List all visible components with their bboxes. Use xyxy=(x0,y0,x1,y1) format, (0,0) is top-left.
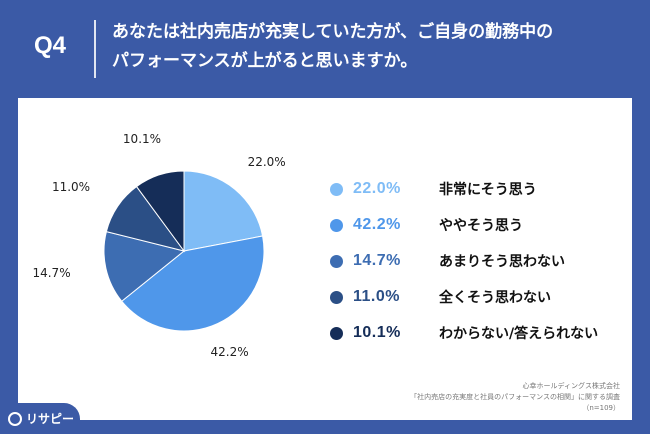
risapy-logo: リサピー xyxy=(0,403,80,434)
legend-item: 14.7% あまりそう思わない xyxy=(330,243,598,279)
question-number: Q4 xyxy=(34,32,67,59)
pie-slice xyxy=(183,170,264,252)
search-icon xyxy=(8,411,22,426)
legend-dot xyxy=(330,218,343,232)
legend: 22.0% 非常にそう思う 42.2% ややそう思う 14.7% あまりそう思わ… xyxy=(330,171,598,351)
header: Q4 あなたは社内売店が充実していた方が、ご自身の勤務中の パフォーマンスが上が… xyxy=(0,0,650,92)
legend-percent: 22.0% xyxy=(353,180,401,197)
slice-label: 42.2% xyxy=(210,345,249,360)
legend-dot xyxy=(330,326,343,340)
legend-item: 22.0% 非常にそう思う xyxy=(330,171,598,207)
question-text: あなたは社内売店が充実していた方が、ご自身の勤務中の パフォーマンスが上がると思… xyxy=(112,18,632,76)
slice-label: 11.0% xyxy=(51,179,91,194)
legend-label: わからない/答えられない xyxy=(439,326,599,342)
slice-label: 22.0% xyxy=(247,155,286,170)
slice-label: 10.1% xyxy=(122,132,162,147)
source-survey: 「社内売店の充実度と社員のパフォーマンスの相関」に関する調査 xyxy=(410,393,620,401)
source-sample-size: （n=109） xyxy=(582,404,620,412)
legend-item: 42.2% ややそう思う xyxy=(330,207,598,243)
question-line-1: あなたは社内売店が充実していた方が、ご自身の勤務中の xyxy=(112,22,554,42)
pie-slice xyxy=(135,170,185,253)
pie-slice xyxy=(103,230,186,302)
legend-dot xyxy=(330,182,343,196)
pie-chart xyxy=(103,170,265,332)
legend-dot xyxy=(330,254,343,268)
logo-text: リサピー xyxy=(26,412,75,426)
header-divider xyxy=(94,20,96,78)
pie-slice xyxy=(121,235,265,332)
legend-percent: 14.7% xyxy=(353,252,401,269)
legend-item: 11.0% 全くそう思わない xyxy=(330,279,598,315)
slice-label: 14.7% xyxy=(32,265,71,280)
legend-percent: 11.0% xyxy=(353,288,400,305)
legend-label: 全くそう思わない xyxy=(439,290,551,306)
legend-dot xyxy=(330,290,343,304)
legend-percent: 42.2% xyxy=(353,216,401,233)
legend-label: ややそう思う xyxy=(439,218,523,234)
question-line-2: パフォーマンスが上がると思いますか。 xyxy=(112,51,418,71)
legend-percent: 10.1% xyxy=(353,324,401,341)
legend-item: 10.1% わからない/答えられない xyxy=(330,315,598,351)
chart-panel: 22.0% 42.2% 14.7% 11.0% 10.1% 22.0% 非常にそう思う … xyxy=(18,98,632,420)
source-note: 心幸ホールディングス株式会社 「社内売店の充実度と社員のパフォーマンスの相関」に… xyxy=(410,381,620,414)
legend-label: あまりそう思わない xyxy=(439,254,565,270)
source-company: 心幸ホールディングス株式会社 xyxy=(522,382,620,390)
legend-label: 非常にそう思う xyxy=(439,182,537,198)
